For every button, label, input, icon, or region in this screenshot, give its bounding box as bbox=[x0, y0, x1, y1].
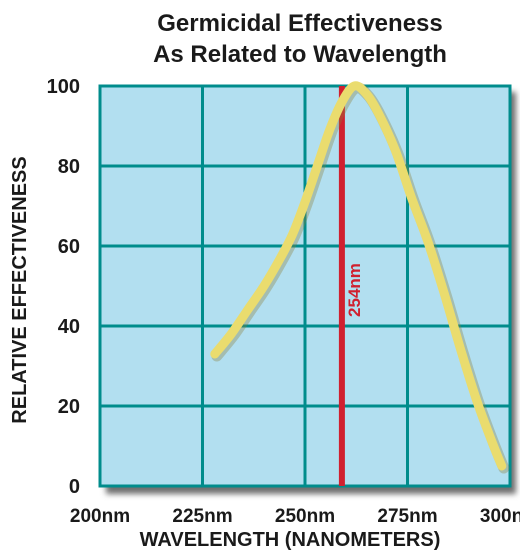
254nm-marker-label: 254nm bbox=[345, 263, 364, 317]
chart-title-line-2: As Related to Wavelength bbox=[153, 41, 447, 68]
y-tick-label: 20 bbox=[58, 396, 80, 418]
x-tick-label: 225nm bbox=[172, 506, 232, 527]
x-tick-label: 200nm bbox=[70, 506, 130, 527]
effectiveness-curve bbox=[210, 81, 507, 471]
chart-title-line-1: Germicidal Effectiveness bbox=[157, 10, 442, 37]
y-tick-label: 60 bbox=[58, 236, 80, 258]
y-axis-tick-labels: 0 20 40 60 80 100 bbox=[47, 76, 80, 498]
x-axis-tick-labels: 200nm 225nm 250nm 275nm 300nm bbox=[70, 506, 520, 527]
x-tick-label: 275nm bbox=[377, 506, 437, 527]
y-axis-label: RELATIVE EFFECTIVENESS bbox=[9, 156, 31, 423]
grid bbox=[100, 86, 510, 486]
y-tick-label: 100 bbox=[47, 76, 80, 98]
y-tick-label: 40 bbox=[58, 316, 80, 338]
x-axis-label: WAVELENGTH (NANOMETERS) bbox=[140, 529, 441, 551]
plot-border bbox=[98, 84, 512, 488]
y-tick-label: 0 bbox=[69, 476, 80, 498]
y-tick-label: 80 bbox=[58, 156, 80, 178]
x-tick-label: 250nm bbox=[275, 506, 335, 527]
x-tick-label: 300nm bbox=[480, 506, 520, 527]
